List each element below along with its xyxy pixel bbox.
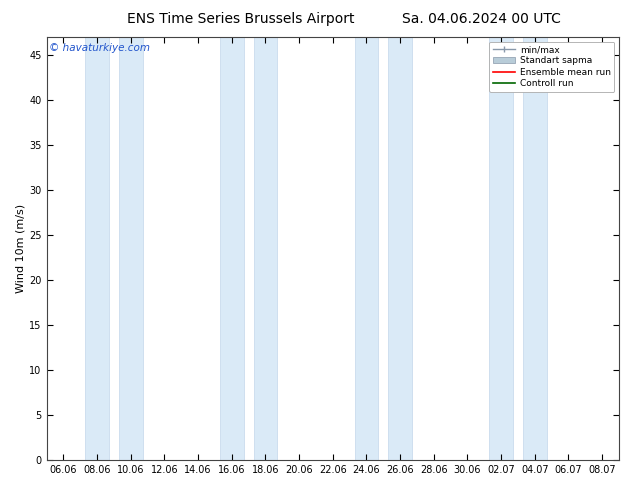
Text: ENS Time Series Brussels Airport: ENS Time Series Brussels Airport: [127, 12, 354, 26]
Bar: [85, 37, 109, 460]
Text: © havaturkiye.com: © havaturkiye.com: [49, 44, 150, 53]
Y-axis label: Wind 10m (m/s): Wind 10m (m/s): [15, 204, 25, 293]
Legend: min/max, Standart sapma, Ensemble mean run, Controll run: min/max, Standart sapma, Ensemble mean r…: [489, 42, 614, 92]
Bar: [489, 37, 513, 460]
Bar: [523, 37, 547, 460]
Bar: [254, 37, 277, 460]
Bar: [354, 37, 378, 460]
Bar: [119, 37, 143, 460]
Text: Sa. 04.06.2024 00 UTC: Sa. 04.06.2024 00 UTC: [403, 12, 561, 26]
Bar: [220, 37, 243, 460]
Bar: [389, 37, 412, 460]
